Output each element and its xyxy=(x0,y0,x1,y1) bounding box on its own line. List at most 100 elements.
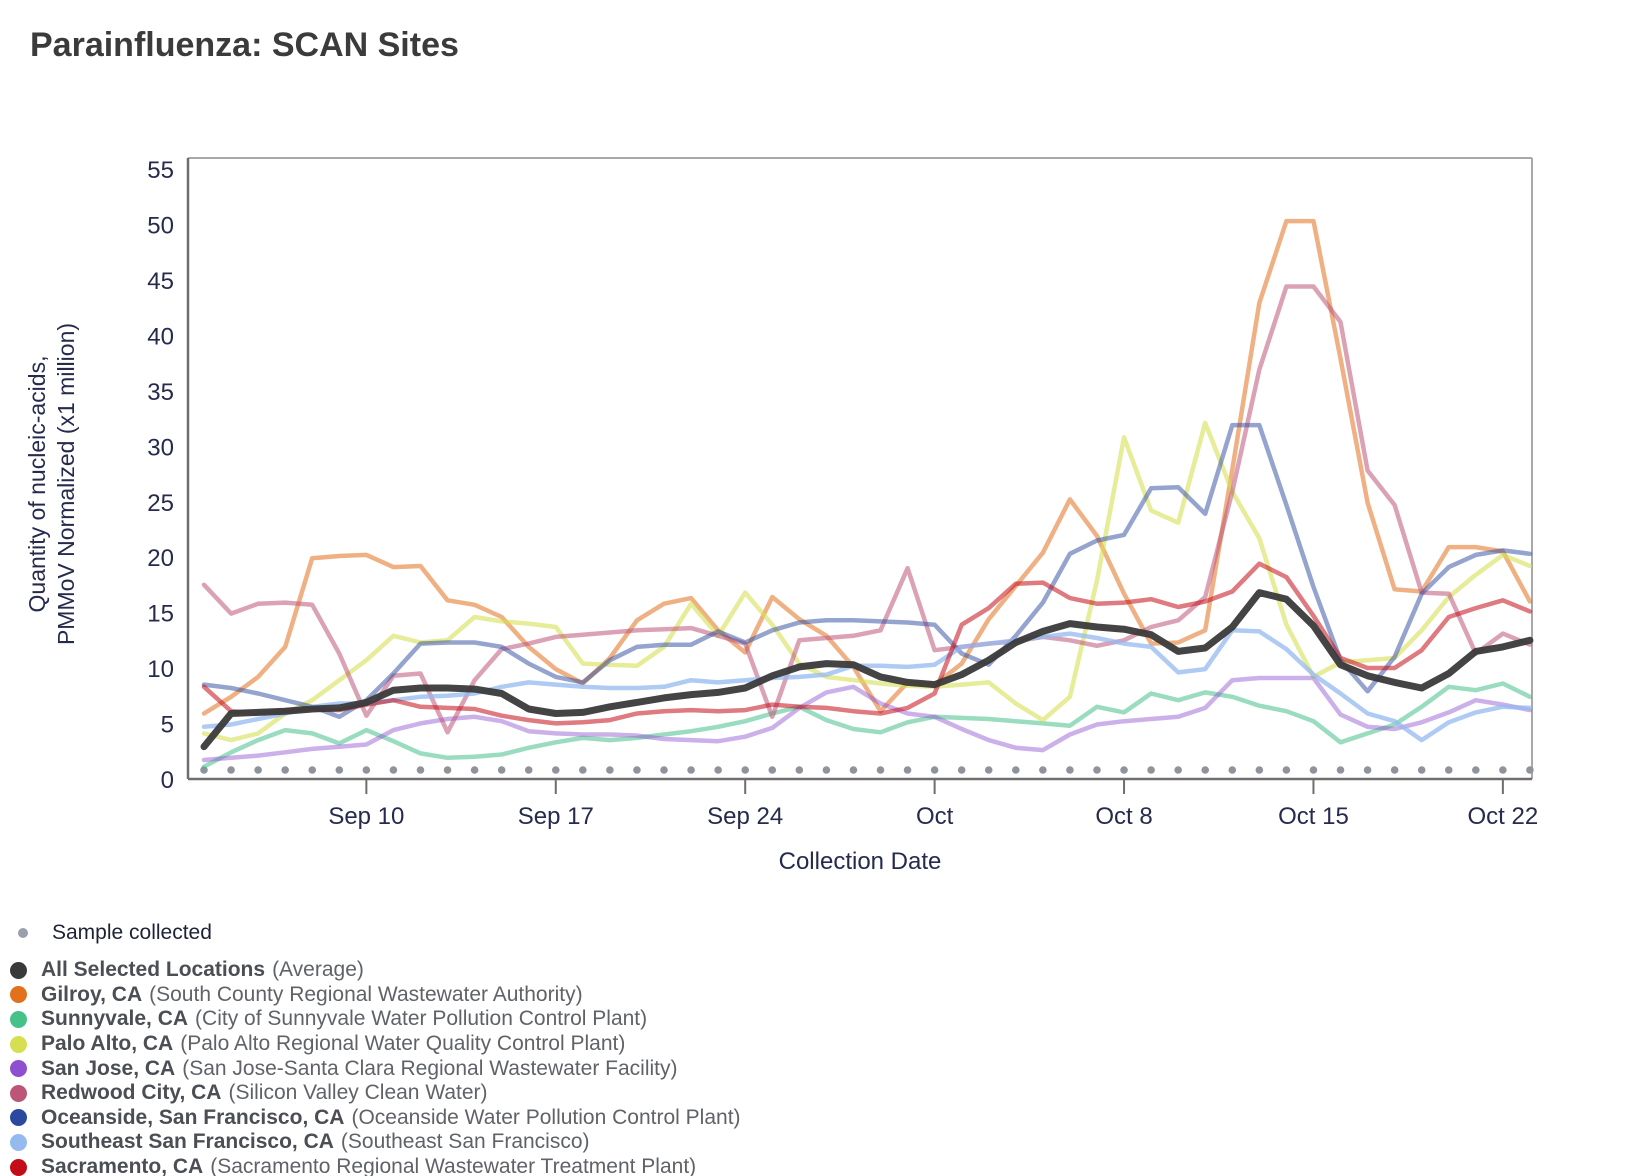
sample-collected-marker xyxy=(687,766,695,774)
sample-collected-marker xyxy=(389,766,398,774)
legend-item-name: Palo Alto, CA xyxy=(41,1032,174,1056)
sample-collected-marker xyxy=(579,766,587,774)
sample-collected-marker xyxy=(1120,766,1128,774)
legend-item-description: (Palo Alto Regional Water Quality Contro… xyxy=(180,1032,626,1056)
series-line-redwood xyxy=(201,284,1533,735)
legend-item-description: (Oceanside Water Pollution Control Plant… xyxy=(351,1105,741,1129)
legend-item-name: Redwood City, CA xyxy=(41,1081,222,1105)
x-tick-label: Sep 10 xyxy=(328,803,404,830)
series-line-oceanside xyxy=(201,422,1533,720)
sample-collected-marker xyxy=(335,766,344,774)
sample-collected-marker xyxy=(1472,766,1480,774)
sample-collected-marker xyxy=(1444,766,1453,774)
y-tick-label: 10 xyxy=(147,656,174,683)
x-tick-label: Oct 8 xyxy=(1095,803,1152,830)
series-line-avg xyxy=(200,589,1534,751)
sample-collected-marker xyxy=(606,766,614,774)
legend-item-description: (Silicon Valley Clean Water) xyxy=(228,1081,488,1105)
sample-collected-marker xyxy=(1417,766,1426,774)
series-line-sunnyvale xyxy=(201,681,1533,769)
sample-collected-marker xyxy=(741,766,749,774)
series-line-sanjose xyxy=(201,675,1533,763)
sample-collected-marker xyxy=(551,766,560,774)
y-tick-label: 35 xyxy=(147,379,174,406)
legend-items: All Selected Locations (Average) Gilroy, C… xyxy=(10,958,741,1176)
legend-item-palo-alto-ca: Palo Alto, CA (Palo Alto Regional Water Q… xyxy=(10,1032,741,1057)
sample-collected-marker xyxy=(1282,766,1291,774)
legend-item-sacramento-ca: Sacramento, CA (Sacramento Regional Waste… xyxy=(10,1155,741,1176)
x-tick-label: Oct xyxy=(916,803,954,830)
sample-collected-marker xyxy=(1526,766,1534,774)
sample-collected-marker xyxy=(443,766,452,774)
legend-item-description: (City of Sunnyvale Water Pollution Contr… xyxy=(195,1007,648,1031)
x-tick-label: Sep 17 xyxy=(518,803,594,830)
series-line-sacramento xyxy=(201,561,1533,726)
sample-collected-dot-icon xyxy=(18,928,28,938)
legend-item-san-jose-ca: San Jose, CA (San Jose-Santa Clara Region… xyxy=(10,1056,741,1081)
sample-collected-marker xyxy=(308,766,317,774)
sample-collected-marker xyxy=(1012,766,1020,774)
page-title: Parainfluenza: SCAN Sites xyxy=(30,26,459,64)
y-tick-label: 40 xyxy=(147,323,174,350)
x-tick-label: Oct 22 xyxy=(1468,803,1539,830)
sample-collected-marker xyxy=(768,766,777,774)
legend-item-name: Oceanside, San Francisco, CA xyxy=(41,1105,345,1129)
sample-collected-marker xyxy=(1147,766,1155,774)
sample-collected-marker xyxy=(1093,766,1101,774)
legend-item-name: Sunnyvale, CA xyxy=(41,1007,189,1031)
sample-collected-marker xyxy=(714,766,722,774)
legend-sample-collected: Sample collected xyxy=(10,920,741,946)
sample-collected-marker xyxy=(660,766,668,774)
legend-color-dot-icon xyxy=(10,1158,27,1176)
sample-collected-marker xyxy=(1201,766,1210,774)
legend-color-dot-icon xyxy=(10,961,27,979)
y-tick-label: 55 xyxy=(147,157,174,184)
legend-item-redwood-city-ca: Redwood City, CA (Silicon Valley Clean Wa… xyxy=(10,1081,741,1106)
sample-collected-marker xyxy=(930,766,939,774)
sample-collected-marker xyxy=(281,766,289,774)
sample-collected-marker xyxy=(1363,766,1372,774)
legend-item-description: (Average) xyxy=(272,958,364,982)
legend-item-name: Southeast San Francisco, CA xyxy=(41,1130,334,1154)
legend-item-name: All Selected Locations xyxy=(41,958,266,982)
legend-color-dot-icon xyxy=(10,1035,27,1053)
sample-collected-marker xyxy=(957,766,966,774)
y-tick-label: 25 xyxy=(147,490,174,517)
sample-collected-marker xyxy=(984,766,993,774)
y-tick-label: 15 xyxy=(147,601,174,628)
sample-collected-marker xyxy=(849,766,858,774)
sample-collected-marker xyxy=(1309,766,1318,774)
legend-item-gilroy-ca: Gilroy, CA (South County Regional Wastewa… xyxy=(10,983,741,1008)
series-line-gilroy xyxy=(201,218,1533,716)
legend-item-all-selected-locations: All Selected Locations (Average) xyxy=(10,958,741,983)
legend-color-dot-icon xyxy=(10,1010,27,1028)
y-tick-label: 50 xyxy=(147,213,174,240)
legend-color-dot-icon xyxy=(10,1133,27,1151)
sample-collected-marker xyxy=(227,766,235,774)
legend-item-name: Gilroy, CA xyxy=(41,982,143,1006)
x-axis-title: Collection Date xyxy=(778,848,942,875)
sample-collected-marker xyxy=(1255,766,1264,774)
legend-item-description: (South County Regional Wastewater Author… xyxy=(149,982,583,1006)
sample-collected-marker xyxy=(524,766,533,774)
sample-collected-marker xyxy=(1228,766,1237,774)
chart-legend: Sample collected All Selected Locations(… xyxy=(10,920,741,1176)
sample-collected-marker xyxy=(795,766,804,774)
x-tick-label: Oct 15 xyxy=(1278,803,1349,830)
y-tick-label: 45 xyxy=(147,268,174,295)
sample-collected-marker xyxy=(1174,766,1182,774)
legend-color-dot-icon xyxy=(10,1084,27,1102)
legend-item-name: Sacramento, CA xyxy=(41,1155,204,1176)
sample-collected-marker xyxy=(254,766,262,774)
legend-color-dot-icon xyxy=(10,1109,27,1127)
sample-collected-marker xyxy=(470,766,479,774)
sample-collected-marker xyxy=(416,766,425,774)
series-line-sesf xyxy=(201,628,1533,743)
y-tick-label: 20 xyxy=(147,545,174,572)
legend-item-description: (Southeast San Francisco) xyxy=(340,1130,590,1154)
sample-collected-marker xyxy=(362,766,371,774)
legend-item-description: (Sacramento Regional Wastewater Treatmen… xyxy=(210,1155,697,1176)
sample-collected-marker xyxy=(822,766,831,774)
sample-collected-marker xyxy=(633,766,641,774)
